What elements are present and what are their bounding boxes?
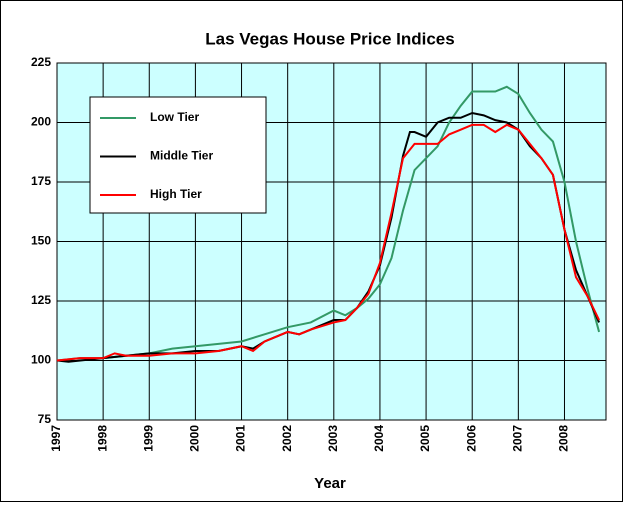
legend-label: High Tier <box>150 187 202 201</box>
series-line <box>56 123 600 362</box>
x-tick-label: 2003 <box>326 425 340 452</box>
y-tick-label: 150 <box>31 234 51 248</box>
y-tick-label: 125 <box>31 293 51 307</box>
series-line <box>56 85 601 362</box>
legend-box <box>89 96 267 214</box>
x-tick-label: 2000 <box>188 425 202 452</box>
x-tick-label: 2005 <box>418 425 432 452</box>
chart-title: Las Vegas House Price Indices <box>205 29 454 48</box>
y-tick-label: 225 <box>31 55 51 69</box>
y-tick-label: 175 <box>31 174 51 188</box>
y-tick-label: 100 <box>31 353 51 367</box>
x-tick-label: 2002 <box>280 425 294 452</box>
legend-label: Middle Tier <box>150 149 213 163</box>
x-axis-label: Year <box>314 475 346 492</box>
x-tick-label: 1999 <box>141 425 155 452</box>
y-tick-label: 200 <box>31 115 51 129</box>
x-tick-label: 2004 <box>372 425 386 452</box>
x-tick-label: 2006 <box>464 425 478 452</box>
x-tick-label: 2007 <box>511 425 525 452</box>
legend-label: Low Tier <box>150 110 199 124</box>
x-tick-label: 1997 <box>49 425 63 452</box>
x-tick-label: 1998 <box>95 425 109 452</box>
y-tick-label: 75 <box>38 412 52 426</box>
x-tick-label: 2008 <box>557 425 571 452</box>
x-tick-label: 2001 <box>234 425 248 452</box>
